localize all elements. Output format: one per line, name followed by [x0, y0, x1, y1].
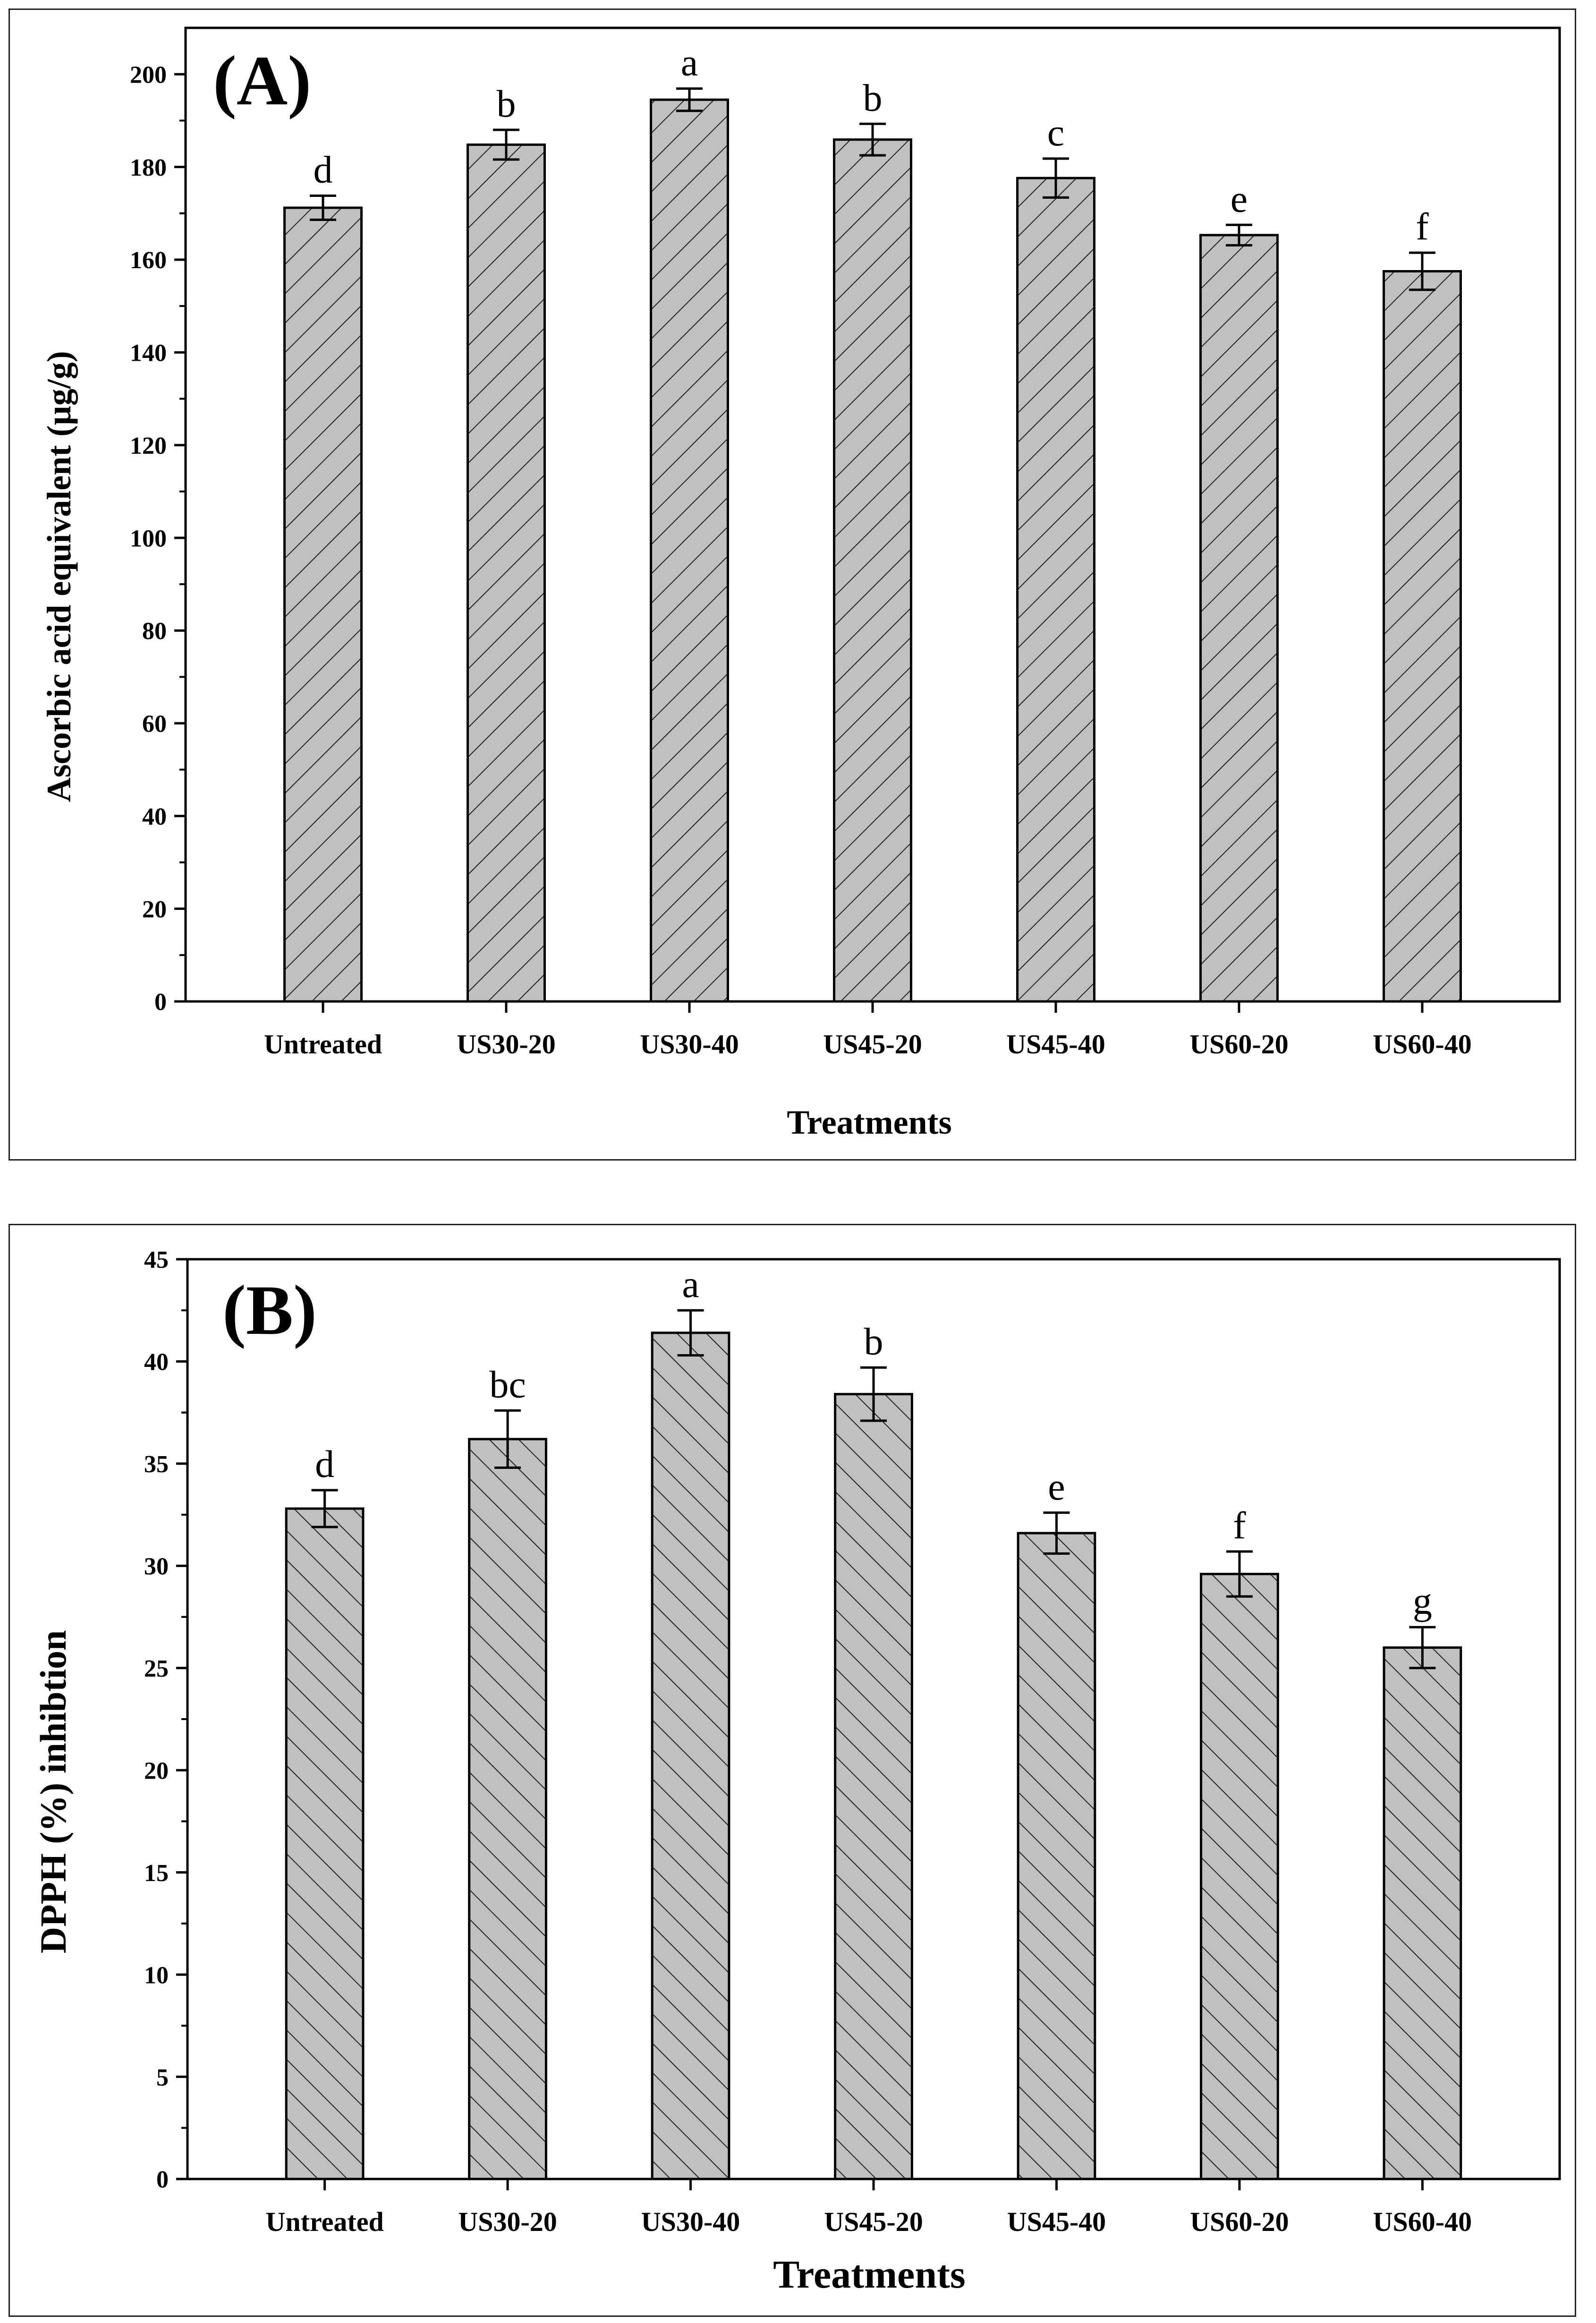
x-axis-label-b: Treatments	[773, 2253, 965, 2297]
x-tick-label: US45-40	[1006, 1029, 1105, 1060]
x-tick-label: Untreated	[264, 1029, 382, 1060]
y-tick-label: 20	[144, 1757, 169, 1784]
bar	[650, 98, 729, 1003]
y-tick-label: 0	[154, 989, 167, 1016]
bar	[467, 143, 546, 1003]
significance-letter: g	[1413, 1579, 1432, 1622]
x-tick-label: US60-40	[1373, 2206, 1472, 2237]
bar	[1016, 177, 1095, 1003]
significance-letter: a	[682, 1263, 699, 1306]
bar	[468, 1438, 547, 2180]
x-tick-label: US45-20	[824, 2206, 923, 2237]
bar	[834, 1393, 913, 2180]
significance-letter: b	[864, 1320, 883, 1363]
y-tick-label: 140	[130, 340, 167, 367]
bar	[283, 206, 363, 1003]
x-tick-label: US30-20	[457, 1029, 555, 1060]
bar	[833, 138, 912, 1003]
y-tick-label: 60	[142, 711, 167, 738]
x-tick-label: US30-40	[641, 2206, 740, 2237]
x-tick-label: US60-40	[1373, 1029, 1471, 1060]
y-tick-label: 200	[130, 61, 167, 88]
bar	[1200, 1573, 1279, 2180]
chart-panel-a: (A) Ascorbic acid equivalent (µg/g) Trea…	[8, 8, 1576, 1161]
x-tick-label: US30-20	[458, 2206, 557, 2237]
significance-letter: b	[497, 82, 516, 125]
y-tick-label: 30	[144, 1553, 169, 1580]
bar	[1199, 234, 1279, 1003]
significance-letter: bc	[489, 1363, 526, 1406]
chart-a-svg: (A) Ascorbic acid equivalent (µg/g) Trea…	[40, 26, 1561, 1141]
y-tick-label: 5	[156, 2064, 169, 2091]
x-tick-label: US45-20	[823, 1029, 922, 1060]
x-tick-label: US30-40	[640, 1029, 739, 1060]
chart-panel-b: (B) DPPH (%) inhibtion Treatments 0 5 10 15…	[8, 1224, 1576, 2317]
significance-letter: f	[1233, 1504, 1246, 1547]
y-tick-label: 0	[156, 2166, 169, 2193]
y-tick-label: 80	[142, 618, 167, 645]
significance-letter: d	[315, 1442, 334, 1485]
y-tick-label: 40	[142, 803, 167, 830]
y-axis-label-b: DPPH (%) inhibtion	[33, 1630, 74, 1954]
y-axis-label-a: Ascorbic acid equivalent (µg/g)	[40, 351, 78, 802]
y-tick-label: 45	[144, 1246, 169, 1273]
bar	[1383, 270, 1462, 1003]
significance-letter: f	[1416, 205, 1429, 248]
y-tick-label: 120	[130, 432, 167, 459]
y-tick-label: 15	[144, 1860, 169, 1887]
chart-b-svg: (B) DPPH (%) inhibtion Treatments 0 5 10 15…	[33, 1246, 1561, 2297]
y-tick-label: 25	[144, 1655, 169, 1682]
y-tick-label: 40	[144, 1349, 169, 1376]
x-tick-label: US45-40	[1007, 2206, 1106, 2237]
y-tick-label: 20	[142, 896, 167, 923]
x-axis-label-a: Treatments	[787, 1103, 951, 1141]
significance-letter: e	[1231, 177, 1248, 220]
y-tick-label: 180	[130, 154, 167, 181]
y-tick-label: 160	[130, 247, 167, 274]
x-tick-label: US60-20	[1189, 1029, 1288, 1060]
significance-letter: d	[314, 148, 333, 191]
panel-label-a: (A)	[213, 42, 311, 120]
significance-letter: b	[863, 76, 883, 119]
y-tick-label: 10	[144, 1962, 169, 1989]
y-tick-label: 35	[144, 1451, 169, 1478]
bar	[651, 1331, 730, 2180]
bar	[1017, 1532, 1096, 2180]
significance-letter: e	[1048, 1465, 1065, 1508]
panel-label-b: (B)	[222, 1271, 317, 1349]
x-tick-label: Untreated	[265, 2206, 383, 2237]
bar	[285, 1507, 365, 2180]
bar	[1383, 1646, 1462, 2180]
significance-letter: a	[681, 41, 698, 84]
y-tick-label: 100	[130, 525, 167, 552]
significance-letter: c	[1047, 111, 1064, 154]
x-tick-label: US60-20	[1190, 2206, 1289, 2237]
